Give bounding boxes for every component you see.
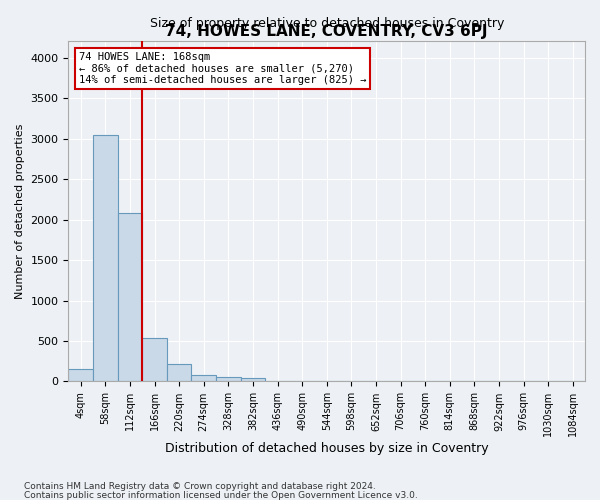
Text: Size of property relative to detached houses in Coventry: Size of property relative to detached ho… [149,16,504,30]
X-axis label: Distribution of detached houses by size in Coventry: Distribution of detached houses by size … [165,442,488,455]
Title: 74, HOWES LANE, COVENTRY, CV3 6PJ: 74, HOWES LANE, COVENTRY, CV3 6PJ [166,24,488,39]
Bar [191,375,216,382]
Text: Contains HM Land Registry data © Crown copyright and database right 2024.: Contains HM Land Registry data © Crown c… [24,482,376,491]
Bar [118,213,142,382]
Bar [93,134,118,382]
Bar [241,378,265,382]
Y-axis label: Number of detached properties: Number of detached properties [15,124,25,299]
Bar [167,364,191,382]
Text: Contains public sector information licensed under the Open Government Licence v3: Contains public sector information licen… [24,490,418,500]
Text: 74 HOWES LANE: 168sqm
← 86% of detached houses are smaller (5,270)
14% of semi-d: 74 HOWES LANE: 168sqm ← 86% of detached … [79,52,366,85]
Bar [68,370,93,382]
Bar [216,377,241,382]
Bar [142,338,167,382]
